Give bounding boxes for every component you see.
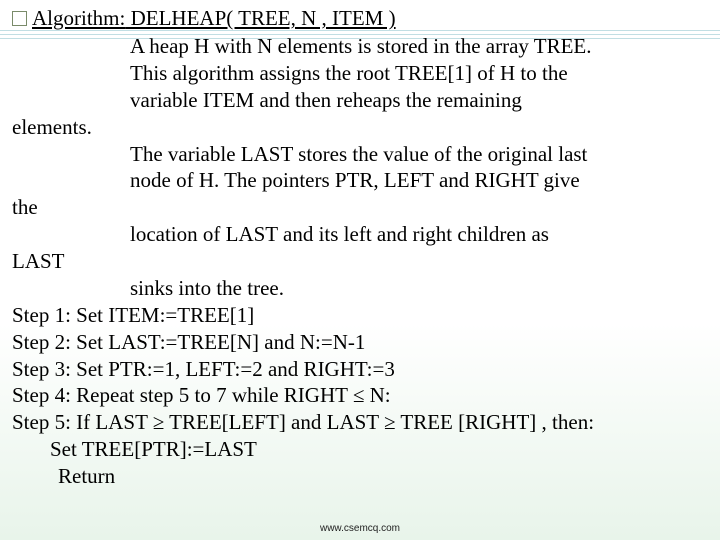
- step-3: Step 3: Set PTR:=1, LEFT:=2 and RIGHT:=3: [12, 356, 708, 383]
- step-4: Step 4: Repeat step 5 to 7 while RIGHT ≤…: [12, 382, 708, 409]
- desc-hanging: elements.: [12, 114, 130, 141]
- step-5-body: Set TREE[PTR]:=LAST: [12, 436, 708, 463]
- bullet-icon: [12, 11, 27, 26]
- desc-line: This algorithm assigns the root TREE[1] …: [130, 60, 708, 87]
- desc-line: The variable LAST stores the value of th…: [130, 141, 708, 168]
- step-5-return: Return: [12, 463, 708, 490]
- desc-line: location of LAST and its left and right …: [130, 221, 708, 248]
- desc-line: variable ITEM and then reheaps the remai…: [130, 87, 708, 114]
- step-2: Step 2: Set LAST:=TREE[N] and N:=N-1: [12, 329, 708, 356]
- description-block: A heap H with N elements is stored in th…: [12, 33, 708, 302]
- step-1: Step 1: Set ITEM:=TREE[1]: [12, 302, 708, 329]
- step-5: Step 5: If LAST ≥ TREE[LEFT] and LAST ≥ …: [12, 409, 708, 436]
- desc-line: sinks into the tree.: [130, 275, 708, 302]
- footer-url: www.csemcq.com: [0, 523, 720, 534]
- algorithm-title: Algorithm: DELHEAP( TREE, N , ITEM ): [12, 6, 708, 31]
- title-rest: DELHEAP( TREE, N , ITEM ): [125, 6, 395, 30]
- desc-line: A heap H with N elements is stored in th…: [130, 33, 708, 60]
- desc-line: node of H. The pointers PTR, LEFT and RI…: [130, 167, 708, 194]
- desc-hanging: LAST: [12, 248, 130, 275]
- desc-hanging: the: [12, 194, 130, 221]
- title-prefix: Algorithm:: [32, 6, 125, 30]
- slide-content: Algorithm: DELHEAP( TREE, N , ITEM ) A h…: [0, 0, 720, 490]
